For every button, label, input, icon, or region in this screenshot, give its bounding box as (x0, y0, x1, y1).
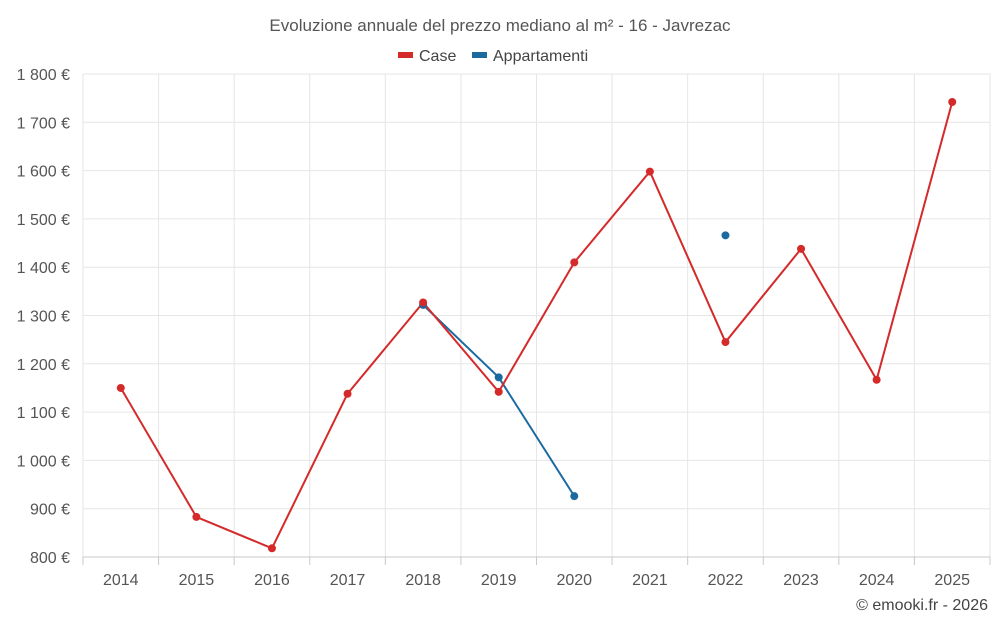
data-point-case-2019[interactable] (494, 387, 503, 396)
axes: 800 € 900 € 1 000 € 1 100 € 1 200 € 1 300 € 1 … (17, 67, 991, 589)
series-line-appartamenti (422, 304, 576, 497)
credit-text: © emooki.fr - 2026 (856, 597, 988, 614)
y-tick-label: 800 € (30, 550, 70, 567)
x-tick-label: 2015 (179, 572, 215, 589)
x-tick-label: 2019 (481, 572, 517, 589)
data-point-case-2023[interactable] (797, 244, 806, 253)
data-point-appartamenti-2019[interactable] (494, 373, 503, 382)
grid-lines (82, 73, 991, 557)
x-tick-label: 2016 (254, 572, 290, 589)
y-tick-label: 1 500 € (17, 212, 70, 229)
data-point-case-2025[interactable] (948, 98, 957, 107)
legend-swatch (398, 52, 413, 58)
y-tick-label: 1 600 € (17, 164, 70, 181)
x-tick-label: 2014 (103, 572, 139, 589)
x-tick-label: 2022 (708, 572, 744, 589)
data-point-case-2018[interactable] (419, 298, 428, 307)
data-point-case-2021[interactable] (645, 167, 654, 176)
y-tick-label: 1 200 € (17, 357, 70, 374)
data-point-case-2020[interactable] (570, 258, 579, 267)
legend-item-case[interactable]: Case (398, 48, 456, 65)
y-tick-label: 1 700 € (17, 115, 70, 132)
y-tick-label: 1 000 € (17, 453, 70, 470)
x-tick-label: 2021 (632, 572, 668, 589)
x-tick-label: 2023 (783, 572, 819, 589)
x-tick-label: 2018 (405, 572, 441, 589)
series-line-case (119, 101, 954, 550)
y-tick-label: 900 € (30, 502, 70, 519)
x-tick-label: 2017 (330, 572, 366, 589)
data-point-case-2024[interactable] (872, 375, 881, 384)
chart-title: Evoluzione annuale del prezzo mediano al… (269, 16, 731, 35)
data-point-case-2014[interactable] (116, 383, 125, 392)
series-points (116, 98, 957, 553)
data-point-appartamenti-2020[interactable] (570, 492, 579, 501)
x-tick-label: 2025 (934, 572, 970, 589)
legend-label: Case (419, 48, 456, 65)
legend-item-appartamenti[interactable]: Appartamenti (472, 48, 588, 65)
x-tick-label: 2020 (556, 572, 592, 589)
x-tick-label: 2024 (859, 572, 895, 589)
legend-swatch (472, 52, 487, 58)
data-point-case-2017[interactable] (343, 389, 352, 398)
data-point-appartamenti-2022[interactable] (721, 231, 730, 240)
chart-legend: Case Appartamenti (398, 48, 588, 65)
y-tick-label: 1 100 € (17, 405, 70, 422)
y-tick-label: 1 300 € (17, 309, 70, 326)
data-point-case-2015[interactable] (192, 512, 201, 521)
legend-label: Appartamenti (493, 48, 588, 65)
y-tick-label: 1 800 € (17, 67, 70, 84)
y-tick-label: 1 400 € (17, 260, 70, 277)
data-point-case-2016[interactable] (267, 544, 276, 553)
data-point-case-2022[interactable] (721, 338, 730, 347)
